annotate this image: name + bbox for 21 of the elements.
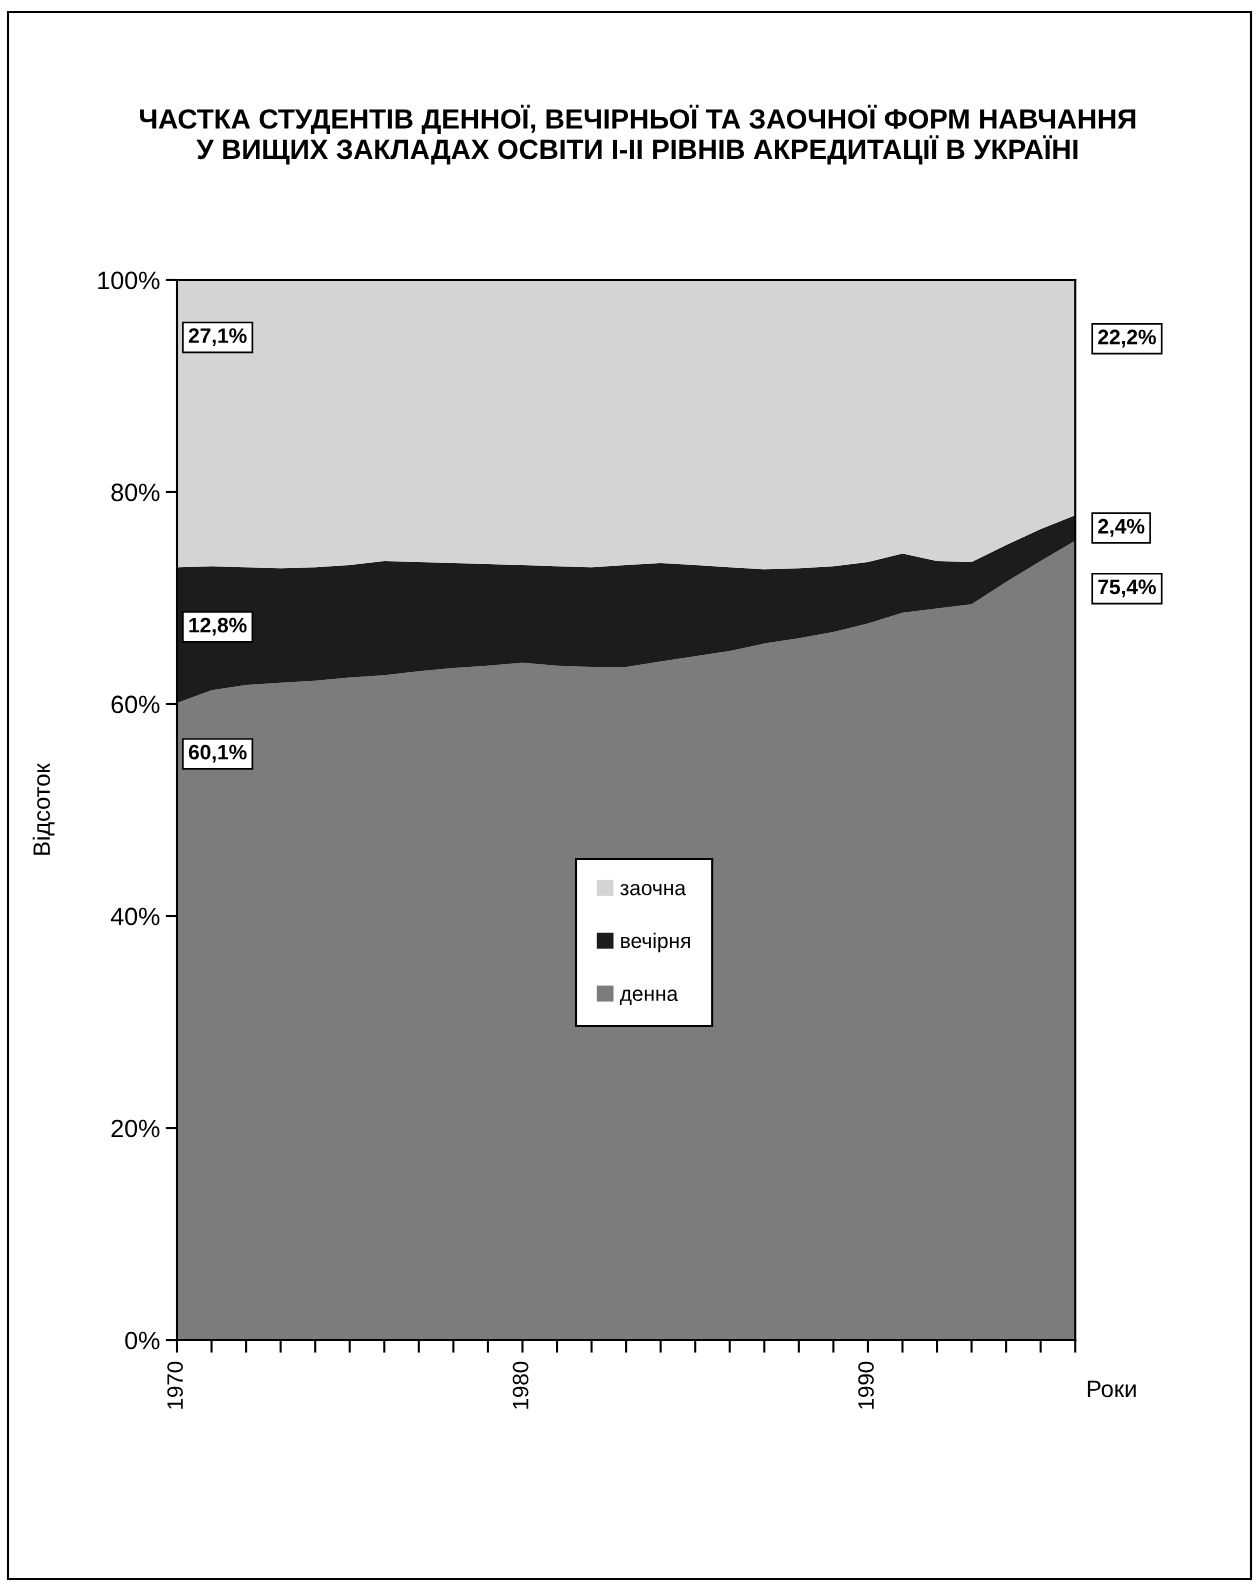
y-tick-label: 100% bbox=[98, 271, 160, 290]
data-label: 22,2% bbox=[1098, 329, 1156, 348]
y-tick-label: 80% bbox=[111, 483, 160, 502]
data-label: 2,4% bbox=[1098, 518, 1145, 537]
chart-title: ЧАСТКА СТУДЕНТІВ ДЕННОЇ, ВЕЧІРНЬОЇ ТА ЗАОЧНОЇ ФОРМ НАВЧАННЯ У ВИЩИХ ЗАКЛАДАХ ОСВІТИ І-ІІ РІВНІВ АКРЕДИТАЦІЇ В УКРАЇНІ bbox=[140, 104, 1136, 165]
y-tick-label: 0% bbox=[125, 1331, 160, 1350]
legend-label: денна bbox=[619, 989, 679, 1005]
data-label: 12,8% bbox=[189, 617, 247, 636]
y-tick-label: 60% bbox=[111, 695, 160, 714]
y-tick-label: 20% bbox=[111, 1119, 160, 1138]
x-tick-label: 1980 bbox=[512, 1361, 529, 1409]
data-label: 75,4% bbox=[1098, 579, 1156, 598]
data-label: 27,1% bbox=[188, 328, 247, 347]
x-tick-label: 1970 bbox=[167, 1361, 183, 1409]
y-tick-label: 40% bbox=[110, 907, 160, 926]
x-axis-title: Роки bbox=[1087, 1380, 1136, 1398]
legend-label: вечірня bbox=[621, 932, 690, 953]
legend-label: заочна bbox=[620, 883, 686, 896]
x-tick-label: 1990 bbox=[858, 1361, 874, 1409]
y-axis-title: Відсоток bbox=[32, 763, 55, 855]
data-label: 60,1% bbox=[188, 744, 247, 763]
